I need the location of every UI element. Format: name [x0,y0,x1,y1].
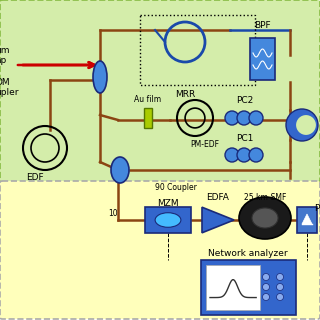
Ellipse shape [239,197,291,239]
Text: upler: upler [0,87,19,97]
Bar [145,207,191,233]
Ellipse shape [155,213,181,227]
Text: Au film: Au film [134,95,162,104]
Bar [144,108,152,128]
Text: PC1: PC1 [236,134,254,143]
Circle shape [276,293,284,300]
Bar [206,265,260,310]
Circle shape [237,111,251,125]
Text: um: um [0,45,10,54]
Bar [250,38,275,80]
Text: DM: DM [0,77,10,86]
Text: Network analyzer: Network analyzer [208,249,288,258]
Polygon shape [302,214,312,224]
Ellipse shape [252,208,278,228]
Bar [297,207,317,233]
Circle shape [249,111,263,125]
Circle shape [225,148,239,162]
Text: 90 Coupler: 90 Coupler [155,183,197,192]
Text: EDF: EDF [26,173,44,182]
Circle shape [262,274,269,281]
Text: PM-EDF: PM-EDF [190,140,220,149]
FancyBboxPatch shape [0,181,320,319]
Text: P: P [314,204,319,212]
FancyBboxPatch shape [0,0,320,182]
Bar [140,15,255,85]
Text: EDFA: EDFA [207,193,229,202]
Circle shape [237,148,251,162]
Ellipse shape [111,157,129,183]
Text: 25 km-SMF: 25 km-SMF [244,193,286,202]
Text: PC2: PC2 [236,96,254,105]
Text: 10: 10 [108,209,118,218]
Text: MZM: MZM [157,199,179,208]
Circle shape [262,284,269,291]
Circle shape [249,148,263,162]
Polygon shape [202,207,234,233]
Text: ap: ap [0,55,6,65]
Circle shape [296,115,316,135]
Text: BPF: BPF [254,21,270,30]
Circle shape [225,111,239,125]
Circle shape [276,284,284,291]
Wedge shape [286,109,318,141]
Ellipse shape [93,61,107,93]
Bar [201,260,296,315]
Text: MRR: MRR [175,90,195,99]
Circle shape [262,293,269,300]
Circle shape [276,274,284,281]
